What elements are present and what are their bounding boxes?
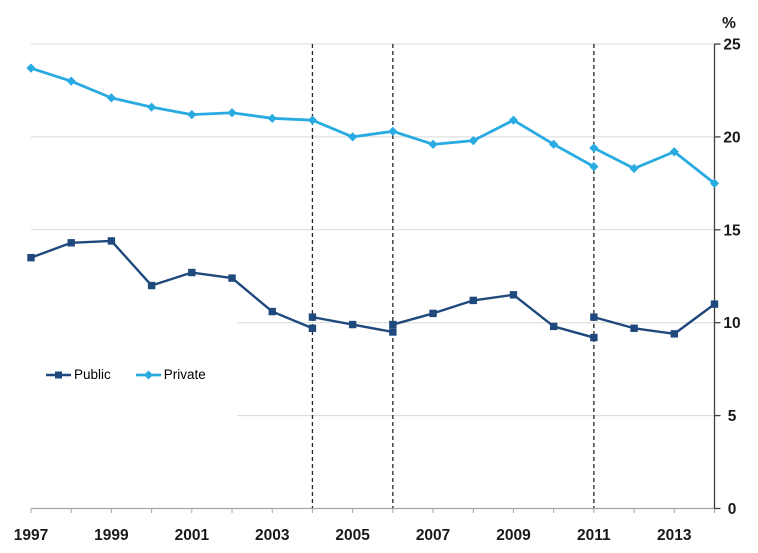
legend-label-public: Public (74, 367, 111, 382)
svg-text:1997: 1997 (14, 527, 48, 544)
svg-text:2005: 2005 (335, 527, 370, 544)
svg-text:2011: 2011 (577, 527, 611, 544)
svg-text:15: 15 (723, 222, 741, 239)
svg-text:25: 25 (723, 37, 741, 54)
svg-text:2013: 2013 (657, 527, 692, 544)
legend-item-private: Private (135, 367, 206, 383)
svg-text:0: 0 (728, 501, 737, 518)
public-line-square-marker-icon (46, 371, 71, 379)
svg-text:2009: 2009 (496, 527, 531, 544)
svg-text:2007: 2007 (416, 527, 450, 544)
svg-text:2001: 2001 (175, 527, 210, 544)
legend-item-public: Public (46, 367, 111, 383)
legend: Public Private (46, 367, 206, 383)
svg-text:%: % (722, 15, 736, 32)
private-line-diamond-marker-icon (135, 370, 161, 380)
svg-text:10: 10 (723, 315, 740, 332)
svg-text:5: 5 (728, 408, 737, 425)
svg-text:1999: 1999 (94, 527, 129, 544)
svg-text:20: 20 (723, 129, 740, 146)
legend-label-private: Private (163, 367, 206, 382)
svg-text:2003: 2003 (255, 527, 290, 544)
